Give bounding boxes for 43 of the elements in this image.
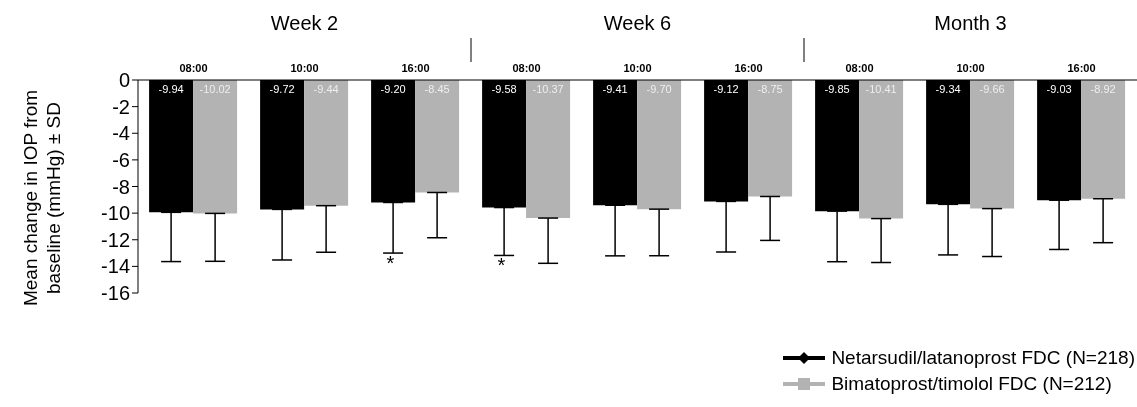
data-label: -9.58 xyxy=(491,82,517,95)
data-label: -9.41 xyxy=(602,82,628,95)
data-label: -9.20 xyxy=(380,82,406,95)
data-label: -8.75 xyxy=(757,82,783,95)
y-tick-label: -8 xyxy=(112,175,130,198)
data-label: -8.92 xyxy=(1090,82,1116,95)
x-tick-label: 08:00 xyxy=(512,62,541,74)
y-tick-label: -10 xyxy=(101,202,130,225)
text: Week 2 xyxy=(269,12,340,35)
data-label: -10.02 xyxy=(199,82,231,95)
data-label: -9.03 xyxy=(1046,82,1072,95)
x-tick-label: 16:00 xyxy=(1067,62,1096,74)
x-tick-label: 16:00 xyxy=(734,62,763,74)
data-label: -9.72 xyxy=(269,82,295,95)
data-label: -9.94 xyxy=(158,82,184,95)
y-tick-label: -16 xyxy=(101,282,130,305)
y-tick-label: -12 xyxy=(101,228,130,251)
data-label: -8.45 xyxy=(424,82,450,95)
y-tick-label: 0 xyxy=(118,69,130,92)
y-tick-label: -6 xyxy=(112,148,130,171)
x-tick-label: 10:00 xyxy=(956,62,985,74)
data-label: -10.37 xyxy=(532,82,564,95)
y-tick-label: -14 xyxy=(101,255,130,278)
x-tick-label: 16:00 xyxy=(401,62,430,74)
y-tick-label: -4 xyxy=(112,122,130,145)
x-tick-label: 10:00 xyxy=(623,62,652,74)
text: Week 6 xyxy=(602,12,673,35)
legend-label: Netarsudil/latanoprost FDC (N=218) xyxy=(831,347,1135,369)
data-label: -9.34 xyxy=(935,82,961,95)
data-label: -9.70 xyxy=(646,82,672,95)
x-tick-label: 08:00 xyxy=(845,62,874,74)
text: Month 3 xyxy=(933,12,1008,35)
y-axis-title: Mean change in IOP from baseline (mmHg) ± SD xyxy=(19,88,65,308)
data-label: -9.12 xyxy=(713,82,739,95)
x-tick-label: 08:00 xyxy=(179,62,208,74)
annotation: * xyxy=(385,251,396,275)
x-tick-label: 10:00 xyxy=(290,62,319,74)
data-label: -9.85 xyxy=(824,82,850,95)
legend-label: Bimatoprost/timolol FDC (N=212) xyxy=(831,373,1112,395)
annotation: * xyxy=(496,254,507,278)
y-tick-label: -2 xyxy=(112,95,130,118)
data-label: -9.44 xyxy=(313,82,339,95)
data-label: -10.41 xyxy=(865,82,897,95)
